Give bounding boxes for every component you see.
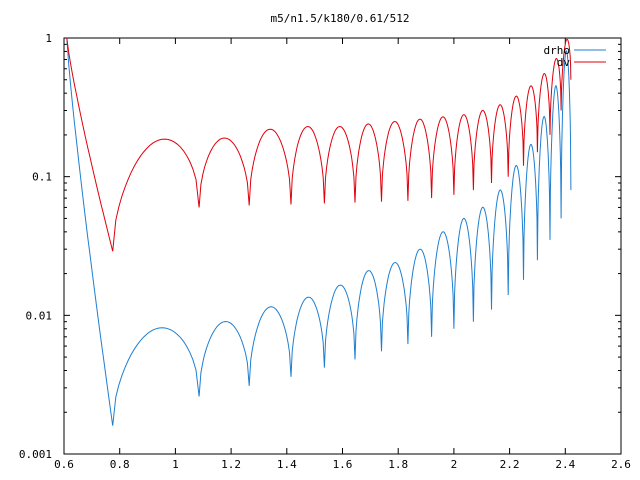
x-tick-label: 2.6	[611, 458, 631, 471]
axis-ticks: 0.6 0.8 1 1.2 1.4 1.6 1.8 2 2.2 2.4 2.6 0.001 0.01 0.…	[19, 32, 631, 471]
x-tick-label: 2	[451, 458, 458, 471]
y-tick-label: 0.1	[32, 171, 52, 184]
series-layer	[66, 37, 572, 426]
series-line-drho	[66, 37, 572, 426]
x-tick-label: 1.2	[221, 458, 241, 471]
x-tick-label: 1.8	[388, 458, 408, 471]
x-tick-label: 0.8	[110, 458, 130, 471]
x-tick-label: 0.6	[54, 458, 74, 471]
x-tick-label: 1.6	[333, 458, 353, 471]
x-tick-label: 1	[172, 458, 179, 471]
legend-label: drho	[544, 44, 571, 57]
y-tick-label: 0.01	[26, 309, 53, 322]
x-tick-label: 2.2	[500, 458, 520, 471]
series-line-dv	[66, 37, 572, 252]
x-tick-label: 2.4	[555, 458, 575, 471]
y-tick-label: 0.001	[19, 448, 52, 461]
y-tick-label: 1	[45, 32, 52, 45]
chart-title: m5/n1.5/k180/0.61/512	[270, 12, 409, 25]
legend-label: dv	[557, 56, 571, 69]
x-tick-label: 1.4	[277, 458, 297, 471]
